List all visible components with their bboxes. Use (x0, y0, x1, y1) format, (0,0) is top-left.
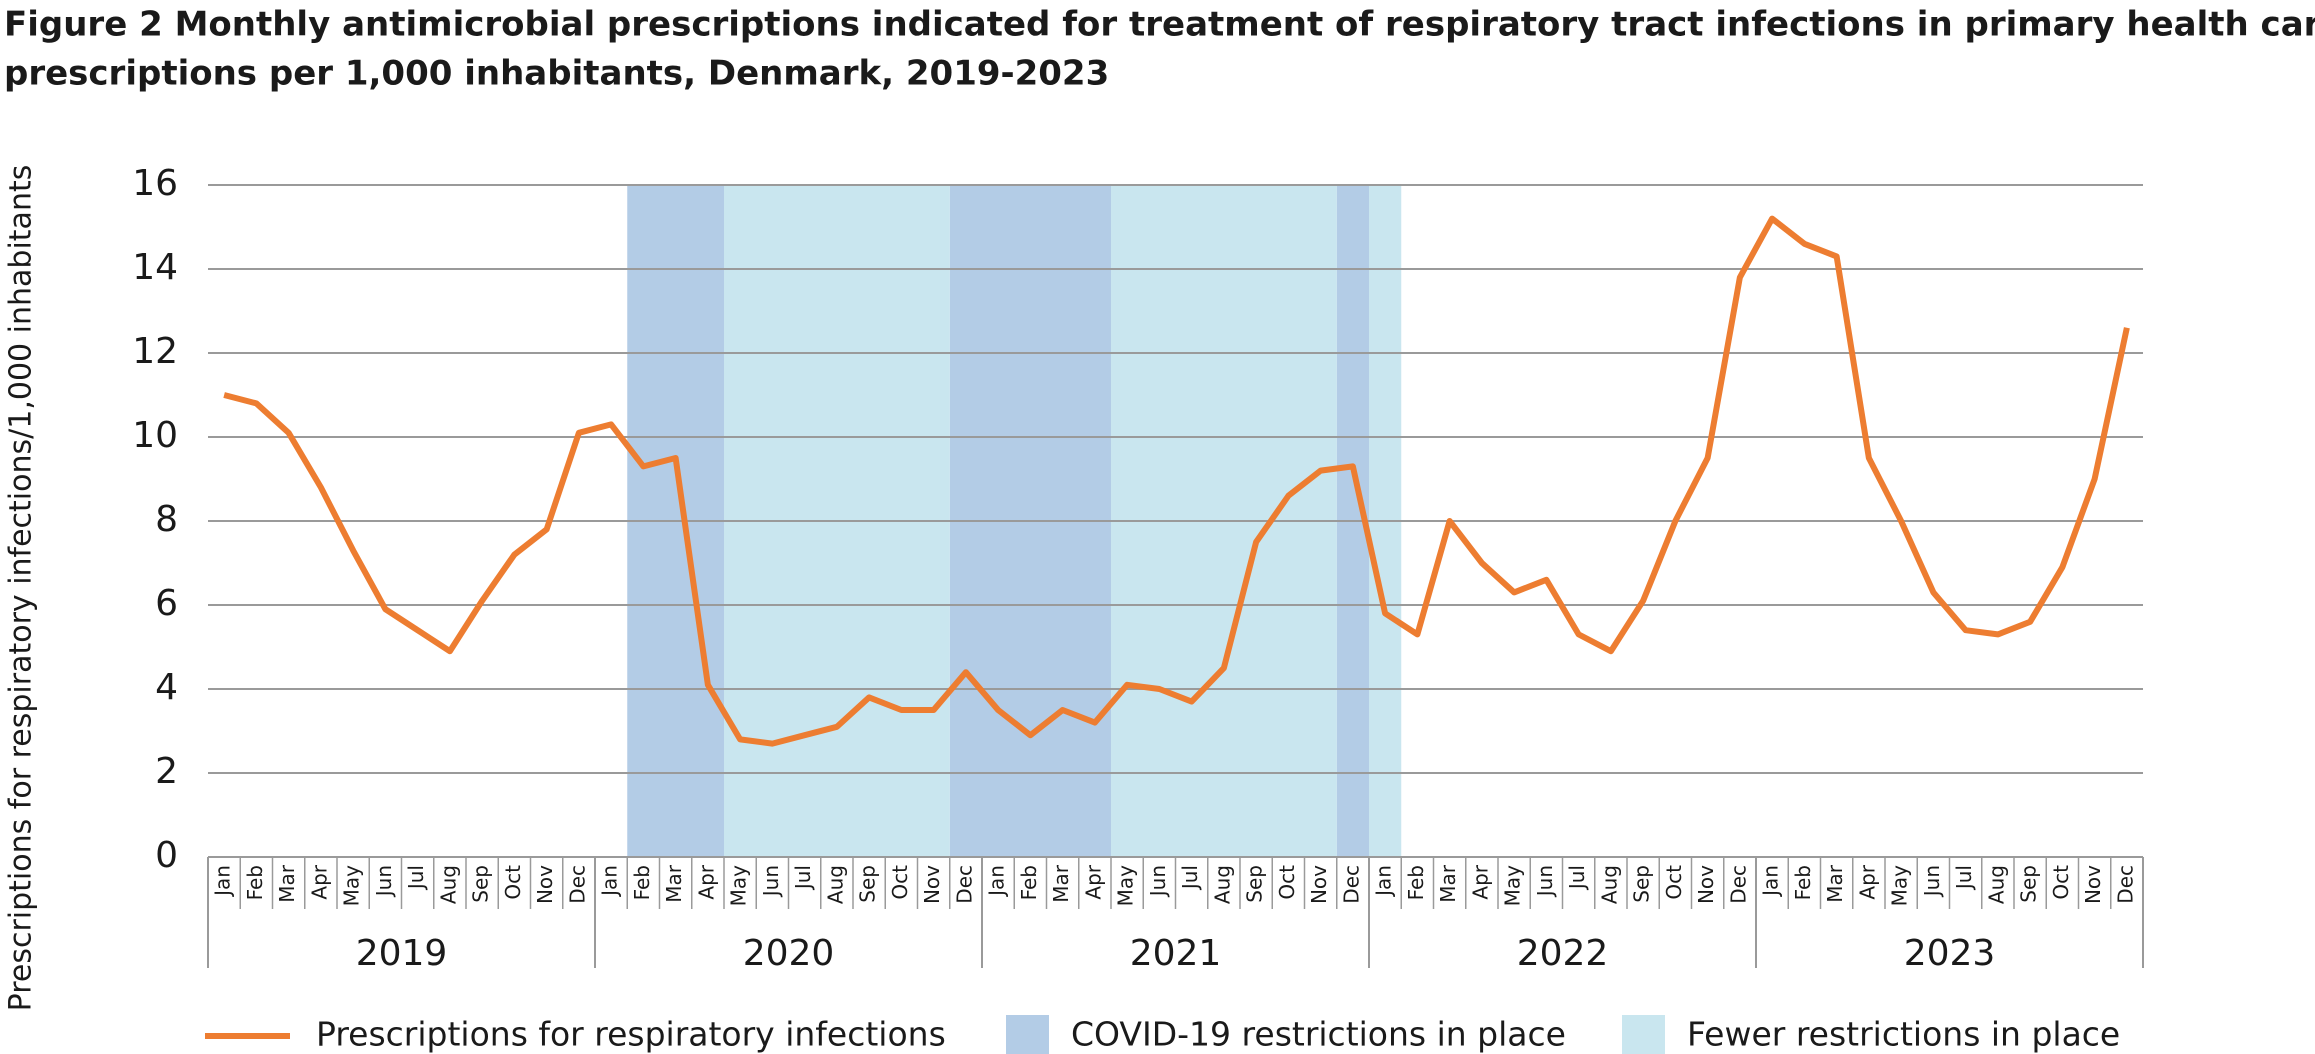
y-tick-label: 10 (132, 415, 178, 456)
x-tick-label: Sep (469, 865, 493, 903)
y-tick-label: 16 (132, 163, 178, 204)
x-tick-label: Mar (1049, 864, 1073, 903)
x-tick-label: Feb (1791, 865, 1815, 900)
x-tick-label: Dec (952, 865, 976, 904)
legend-swatch (1006, 1015, 1049, 1054)
x-tick-label: Apr (1468, 864, 1492, 899)
x-tick-label: Sep (1630, 865, 1654, 903)
x-tick-label: Apr (694, 864, 718, 899)
x-tick-label: Jul (1178, 865, 1202, 891)
x-tick-label: Jan (1759, 865, 1783, 898)
y-tick-label: 8 (155, 499, 178, 540)
x-tick-label: Oct (1275, 865, 1299, 900)
x-tick-label: Oct (2049, 865, 2073, 900)
x-tick-label: Feb (630, 865, 654, 900)
legend-label: COVID-19 restrictions in place (1071, 1015, 1566, 1054)
x-tick-label: Jul (1565, 865, 1589, 891)
y-tick-label: 2 (155, 751, 178, 792)
x-tick-label: Dec (2113, 865, 2137, 904)
x-tick-label: Jan (1372, 865, 1396, 898)
x-tick-label: Feb (243, 865, 267, 900)
x-tick-label: Aug (436, 865, 460, 904)
x-tick-label: Oct (501, 865, 525, 900)
x-tick-label: Jun (1533, 865, 1557, 898)
legend-label: Prescriptions for respiratory infections (316, 1015, 946, 1054)
x-tick-label: Jun (759, 865, 783, 898)
x-tick-label: Apr (307, 864, 331, 899)
x-tick-label: Feb (1017, 865, 1041, 900)
year-label: 2023 (1904, 933, 1996, 974)
x-tick-label: May (1114, 865, 1138, 907)
year-label: 2022 (1517, 933, 1609, 974)
x-tick-label: Oct (888, 865, 912, 900)
x-tick-label: Nov (2081, 865, 2105, 904)
chart-title: Figure 2 Monthly antimicrobial prescript… (4, 5, 2315, 45)
y-tick-label: 14 (132, 247, 178, 288)
x-tick-label: Jan (985, 865, 1009, 898)
x-tick-label: Nov (920, 865, 944, 904)
x-tick-label: Sep (1243, 865, 1267, 903)
y-tick-label: 12 (132, 331, 178, 372)
x-tick-label: Aug (823, 865, 847, 904)
x-tick-label: Dec (565, 865, 589, 904)
x-tick-label: Sep (2017, 865, 2041, 903)
x-tick-label: Nov (533, 865, 557, 904)
x-tick-label: May (1501, 865, 1525, 907)
x-tick-label: May (340, 865, 364, 907)
x-tick-label: Apr (1855, 864, 1879, 899)
x-tick-label: Nov (1694, 865, 1718, 904)
year-label: 2020 (743, 933, 835, 974)
chart-title: prescriptions per 1,000 inhabitants, Den… (4, 54, 1109, 94)
x-tick-label: May (1888, 865, 1912, 907)
x-tick-label: Mar (662, 864, 686, 903)
x-tick-label: Feb (1404, 865, 1428, 900)
x-tick-label: Sep (856, 865, 880, 903)
x-tick-label: Jun (1146, 865, 1170, 898)
x-tick-label: Mar (1823, 864, 1847, 903)
x-tick-label: Oct (1662, 865, 1686, 900)
legend-label: Fewer restrictions in place (1687, 1015, 2120, 1054)
data-line (223, 215, 2130, 747)
x-tick-label: Jul (791, 865, 815, 891)
x-tick-label: Aug (1597, 865, 1621, 904)
x-tick-label: Jan (211, 865, 235, 898)
x-tick-label: Dec (1339, 865, 1363, 904)
y-tick-label: 4 (155, 667, 178, 708)
x-tick-label: Mar (1436, 864, 1460, 903)
y-tick-label: 0 (155, 835, 178, 876)
x-tick-label: Jan (598, 865, 622, 898)
y-tick-label: 6 (155, 583, 178, 624)
x-tick-label: Jul (404, 865, 428, 891)
year-label: 2019 (356, 933, 448, 974)
x-tick-label: Aug (1210, 865, 1234, 904)
x-tick-label: Apr (1081, 864, 1105, 899)
x-tick-label: Nov (1307, 865, 1331, 904)
x-tick-label: Aug (1984, 865, 2008, 904)
x-tick-label: Jul (1952, 865, 1976, 891)
x-tick-label: Jun (1920, 865, 1944, 898)
year-label: 2021 (1130, 933, 1222, 974)
y-axis-title: Prescriptions for respiratory infections… (4, 165, 39, 1012)
x-tick-label: May (727, 865, 751, 907)
x-tick-label: Mar (275, 864, 299, 903)
x-tick-label: Dec (1726, 865, 1750, 904)
legend-swatch (1622, 1015, 1665, 1054)
x-tick-label: Jun (372, 865, 396, 898)
